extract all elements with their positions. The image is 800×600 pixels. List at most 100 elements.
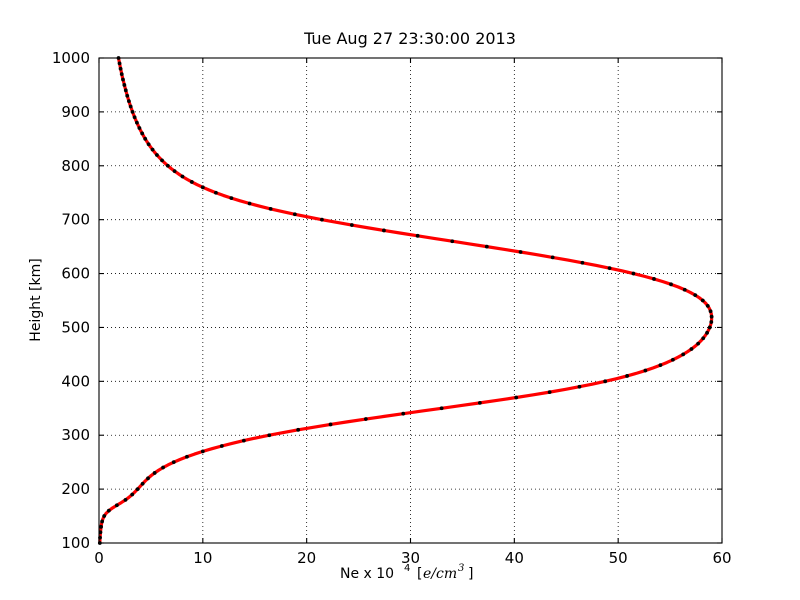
x-tick-label: 60 — [712, 549, 731, 567]
data-point-marker — [705, 303, 710, 308]
data-point-marker — [652, 277, 656, 281]
y-tick-label: 500 — [61, 318, 90, 336]
data-point-marker — [118, 66, 123, 71]
data-point-marker — [681, 352, 686, 357]
x-tick-label: 10 — [193, 549, 212, 567]
data-point-marker — [401, 411, 406, 416]
y-axis-ticks — [99, 57, 722, 544]
x-tick-label: 40 — [505, 549, 524, 567]
x-tick-label: 50 — [609, 549, 628, 567]
data-point-marker — [696, 341, 701, 346]
data-point-marker — [241, 438, 246, 443]
data-point-marker — [119, 72, 124, 77]
data-point-marker — [550, 255, 555, 260]
data-point-marker — [701, 336, 706, 341]
y-axis-tick-labels: 100 200 300 400 500 600 700 800 900 1000 — [52, 49, 90, 552]
data-point-marker — [580, 260, 585, 265]
data-point-marker — [185, 454, 189, 459]
data-point-marker — [102, 514, 107, 518]
data-point-marker — [125, 93, 130, 98]
x-tick-label: 0 — [94, 549, 104, 567]
x-tick-label: 30 — [401, 549, 420, 567]
x-axis-ticks — [98, 58, 723, 543]
data-point-marker — [439, 406, 444, 411]
data-point-marker — [130, 492, 135, 497]
y-tick-label: 200 — [61, 480, 90, 498]
data-point-marker — [705, 330, 709, 335]
data-point-marker — [547, 390, 552, 395]
x-axis-label-unit: e/cm — [423, 566, 457, 582]
y-tick-label: 300 — [61, 426, 90, 444]
data-point-marker — [292, 212, 297, 217]
data-point-marker — [143, 136, 148, 141]
data-point-marker — [123, 497, 128, 502]
data-point-marker — [709, 314, 714, 319]
data-point-marker — [130, 109, 135, 114]
data-point-marker — [152, 471, 157, 475]
data-point-marker — [603, 379, 608, 384]
x-tick-label: 20 — [297, 549, 316, 567]
data-point-marker — [514, 395, 519, 400]
data-point-marker — [189, 180, 194, 184]
data-point-marker — [415, 233, 420, 238]
data-point-marker — [296, 427, 301, 432]
data-point-marker — [700, 298, 705, 303]
data-point-marker — [484, 244, 489, 249]
data-point-marker — [123, 88, 128, 93]
data-point-marker — [121, 77, 125, 82]
data-point-marker — [200, 449, 205, 454]
data-point-marker — [577, 384, 582, 389]
data-point-marker — [247, 201, 252, 206]
data-point-marker — [106, 508, 111, 513]
data-point-marker — [643, 368, 648, 373]
y-tick-label: 100 — [61, 534, 90, 552]
data-point-marker — [122, 83, 127, 87]
data-point-marker — [267, 433, 272, 438]
data-point-marker — [146, 476, 150, 481]
x-axis-label-prefix: Ne x 10 — [340, 566, 394, 582]
data-point-marker — [477, 400, 482, 405]
x-axis-label: Ne x 10 4 [ e/cm 3 ] — [340, 563, 473, 582]
y-tick-label: 900 — [61, 103, 90, 121]
data-point-marker — [708, 309, 713, 314]
data-point-marker — [670, 357, 675, 362]
y-tick-label: 800 — [61, 157, 90, 175]
chart-title: Tue Aug 27 23:30:00 2013 — [303, 29, 516, 48]
data-point-marker — [349, 223, 354, 227]
y-tick-label: 700 — [61, 211, 90, 229]
data-point-marker — [219, 444, 224, 448]
data-point-marker — [689, 347, 694, 351]
data-point-marker — [625, 374, 629, 378]
data-point-marker — [518, 250, 523, 254]
data-point-marker — [160, 158, 164, 163]
y-tick-label: 400 — [61, 372, 90, 390]
y-axis-label: Height [km] — [28, 258, 44, 341]
x-axis-label-bracket-close: ] — [468, 566, 473, 582]
data-point-marker — [268, 206, 273, 211]
data-point-marker — [117, 61, 122, 66]
data-point-marker — [135, 487, 140, 492]
data-point-marker — [161, 465, 165, 470]
data-point-marker — [146, 142, 151, 147]
y-tick-label: 600 — [61, 265, 90, 283]
data-point-marker — [229, 196, 234, 201]
data-point-marker — [658, 363, 663, 368]
data-point-marker — [135, 120, 139, 125]
x-axis-label-bracket-open: [ — [417, 566, 422, 582]
data-point-marker — [99, 524, 103, 529]
data-point-marker — [172, 169, 177, 174]
data-point-marker — [140, 131, 145, 136]
data-point-marker — [126, 99, 131, 104]
data-point-marker — [128, 104, 133, 109]
vertical-gridlines — [202, 58, 619, 543]
x-axis-label-unit-exponent: 3 — [458, 563, 464, 574]
data-point-marker — [200, 185, 205, 190]
data-point-marker — [100, 519, 105, 524]
data-point-marker — [382, 228, 386, 233]
data-point-marker — [709, 320, 714, 324]
data-point-marker — [450, 239, 455, 244]
data-point-marker — [320, 217, 324, 222]
x-axis-label-exponent: 4 — [404, 563, 410, 574]
